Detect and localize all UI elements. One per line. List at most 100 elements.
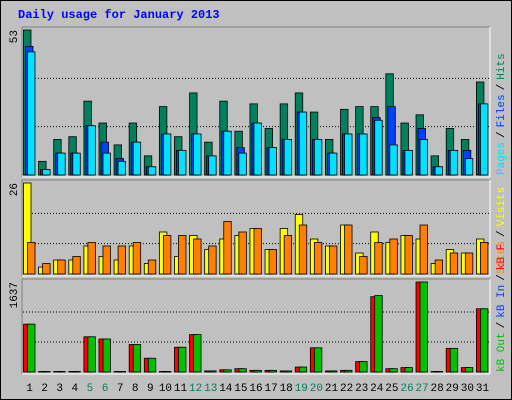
x-tick-label: 27 xyxy=(415,383,428,395)
bar xyxy=(389,144,398,176)
legend-entry: Hits xyxy=(496,53,508,79)
x-tick-label: 20 xyxy=(310,383,323,395)
bar xyxy=(132,242,142,275)
bar xyxy=(313,139,323,176)
legend-entry: kB Out xyxy=(496,332,508,372)
x-tick-label: 7 xyxy=(117,383,124,395)
bar xyxy=(313,242,323,275)
bar xyxy=(253,369,262,373)
x-tick-label: 9 xyxy=(147,383,154,395)
bar xyxy=(147,259,157,275)
bar xyxy=(298,111,308,176)
x-tick-label: 15 xyxy=(234,383,247,395)
bar xyxy=(389,368,398,373)
legend-entry: kB F xyxy=(496,244,508,270)
legend-separator: / xyxy=(496,131,508,138)
bar xyxy=(419,224,428,275)
bar xyxy=(208,245,217,275)
legend: kB Out / kB In / kB F xyxy=(496,244,508,372)
bar xyxy=(374,119,383,176)
x-tick-label: 12 xyxy=(189,383,202,395)
bar xyxy=(117,245,126,275)
bar xyxy=(102,152,111,176)
bar xyxy=(404,367,413,373)
x-tick-label: 31 xyxy=(476,383,490,395)
bar xyxy=(178,235,187,275)
bar xyxy=(27,323,36,373)
bar xyxy=(102,245,111,275)
x-tick-label: 1 xyxy=(26,383,33,395)
bar xyxy=(193,133,202,176)
bar xyxy=(42,169,51,176)
bar xyxy=(57,371,66,373)
bar xyxy=(283,370,293,373)
bar xyxy=(283,235,293,275)
y-tick-label: 26 xyxy=(9,183,21,196)
x-tick-label: 4 xyxy=(72,383,79,395)
bar xyxy=(162,235,172,275)
bar xyxy=(344,133,353,176)
bar xyxy=(449,252,459,275)
bar xyxy=(72,256,81,275)
x-tick-label: 8 xyxy=(132,383,139,395)
bar xyxy=(72,152,81,176)
bar xyxy=(268,249,277,275)
bar xyxy=(27,51,36,176)
bar xyxy=(480,308,489,373)
bar xyxy=(117,371,126,373)
bar xyxy=(208,370,217,373)
bar xyxy=(374,242,383,275)
bar xyxy=(87,336,96,373)
bar xyxy=(162,133,172,176)
bar xyxy=(238,152,247,176)
bar xyxy=(57,259,66,275)
legend-entry: Pages xyxy=(496,142,508,175)
bar xyxy=(283,139,293,176)
bar xyxy=(162,371,172,373)
bar xyxy=(359,256,368,275)
bar xyxy=(193,238,202,275)
legend-entry: Files xyxy=(496,94,508,127)
bar xyxy=(298,366,308,373)
x-tick-label: 28 xyxy=(431,383,444,395)
bar xyxy=(434,371,444,373)
bar xyxy=(87,125,96,176)
x-tick-label: 22 xyxy=(340,383,353,395)
x-tick-label: 29 xyxy=(446,383,459,395)
bar xyxy=(344,224,353,275)
legend-separator: / xyxy=(496,274,508,281)
legend-separator: / xyxy=(496,230,508,237)
bar xyxy=(178,346,187,373)
bar xyxy=(253,122,262,176)
x-tick-label: 2 xyxy=(41,383,48,395)
bar xyxy=(147,357,157,373)
x-tick-label: 11 xyxy=(174,383,188,395)
legend-entry: Sites xyxy=(496,241,508,274)
bar xyxy=(464,367,474,373)
bar xyxy=(132,344,142,373)
y-tick-label: 53 xyxy=(9,30,21,43)
bar xyxy=(374,295,383,373)
bar xyxy=(449,149,459,176)
bar xyxy=(464,252,474,275)
bar xyxy=(72,371,81,373)
bar xyxy=(253,228,262,275)
bar xyxy=(57,152,66,176)
bar xyxy=(223,369,232,373)
y-tick-label: 1637 xyxy=(9,282,21,308)
bar xyxy=(419,281,428,373)
bar xyxy=(313,347,323,373)
chart-title: Daily usage for January 2013 xyxy=(18,8,220,22)
x-tick-label: 21 xyxy=(325,383,339,395)
x-tick-label: 16 xyxy=(249,383,262,395)
x-tick-label: 19 xyxy=(295,383,308,395)
legend-separator: / xyxy=(496,84,508,91)
x-tick-label: 24 xyxy=(370,383,384,395)
bar xyxy=(344,369,353,373)
bar xyxy=(298,224,308,275)
bar xyxy=(102,338,111,373)
x-tick-label: 14 xyxy=(219,383,233,395)
x-tick-label: 26 xyxy=(400,383,413,395)
x-tick-label: 23 xyxy=(355,383,368,395)
bar xyxy=(480,103,489,176)
